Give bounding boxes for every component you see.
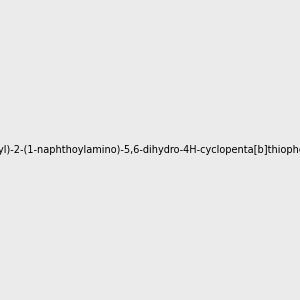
Text: N-(2-methoxyphenyl)-2-(1-naphthoylamino)-5,6-dihydro-4H-cyclopenta[b]thiophene-3: N-(2-methoxyphenyl)-2-(1-naphthoylamino)… — [0, 145, 300, 155]
